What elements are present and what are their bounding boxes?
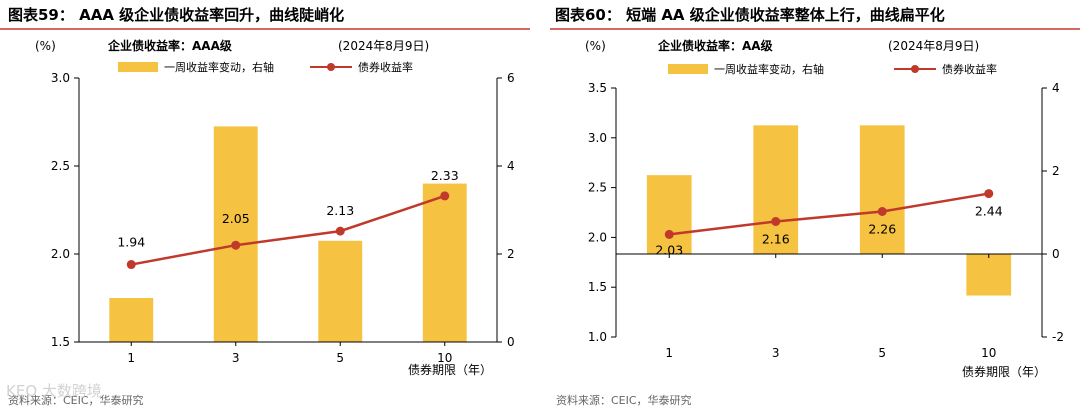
bar-3 (213, 126, 258, 343)
bar-5 (859, 125, 905, 254)
plot-area: 1.0 1.5 2.0 2.5 3.0 3.5 -2 0 2 4 1 3 5 10 2.03 2.16 2.26… (588, 81, 1064, 360)
x-tick-label: 5 (878, 346, 886, 360)
legend-line-label: 债券收益率 (942, 62, 997, 76)
figure-title: 图表59： AAA 级企业债收益率回升，曲线陡峭化 (8, 6, 344, 24)
data-label: 1.94 (117, 235, 145, 250)
x-axis-label: 债券期限（年） (408, 362, 492, 377)
left-tick-label: 2.0 (51, 247, 70, 261)
legend-bar-label: 一周收益率变动，右轴 (714, 62, 824, 76)
x-tick-label: 3 (772, 346, 780, 360)
x-tick-label: 10 (437, 351, 452, 365)
left-tick-label: 2.0 (588, 230, 607, 244)
legend-line-marker (911, 65, 919, 73)
right-tick-label: 0 (1052, 247, 1060, 261)
yield-line (131, 194, 446, 266)
left-tick-label: 2.5 (588, 181, 607, 195)
source-note: 资料来源：CEIC，华泰研究 (8, 393, 144, 407)
left-unit: (%) (35, 39, 56, 53)
legend-line-label: 债券收益率 (358, 60, 413, 74)
x-tick-label: 3 (232, 351, 240, 365)
bar-10 (422, 183, 467, 342)
plot-area: 1.5 2.0 2.5 3.0 0 2 4 6 1 3 5 10 1.94 2.05 2.13 2.33 (51, 71, 515, 365)
bar-1 (646, 175, 692, 254)
data-label: 2.13 (326, 203, 354, 218)
x-tick-label: 1 (127, 351, 135, 365)
right-tick-label: 4 (507, 159, 515, 173)
x-axis-label: 债券期限（年） (962, 364, 1046, 379)
yield-line (669, 192, 989, 236)
left-tick-label: 3.0 (588, 131, 607, 145)
bar-3 (753, 125, 799, 254)
legend-bar-swatch (118, 62, 158, 72)
yield-point-5 (335, 226, 345, 236)
source-note: 资料来源：CEIC，华泰研究 (556, 393, 692, 407)
right-tick-label: 2 (507, 247, 515, 261)
yield-point-1 (126, 260, 136, 270)
left-tick-label: 1.5 (51, 335, 70, 349)
left-unit: (%) (585, 39, 606, 53)
figure-title: 图表60： 短端 AA 级企业债收益率整体上行，曲线扁平化 (555, 6, 945, 24)
legend-line-marker (327, 63, 335, 71)
data-label: 2.44 (975, 204, 1003, 219)
yield-point-3 (771, 216, 781, 226)
chart-60: 图表60： 短端 AA 级企业债收益率整体上行，曲线扁平化 (%) 企业债收益率… (550, 6, 1080, 407)
data-label: 2.03 (655, 242, 683, 257)
chart-subtitle: 企业债收益率：AA级 (657, 38, 773, 53)
yield-point-5 (877, 207, 887, 217)
left-tick-label: 1.0 (588, 330, 607, 344)
left-tick-label: 1.5 (588, 280, 607, 294)
left-tick-label: 3.5 (588, 81, 607, 95)
watermark: KEO 大数跨境 (6, 382, 102, 400)
right-tick-label: -2 (1052, 330, 1064, 344)
x-tick-label: 1 (665, 346, 673, 360)
bar-10 (966, 254, 1012, 296)
left-tick-label: 2.5 (51, 159, 70, 173)
legend-bar-label: 一周收益率变动，右轴 (164, 60, 274, 74)
chart-59: 图表59： AAA 级企业债收益率回升，曲线陡峭化 (%) 企业债收益率：AAA… (0, 6, 530, 407)
right-tick-label: 6 (507, 71, 515, 85)
chart-subtitle: 企业债收益率：AAA级 (107, 38, 232, 53)
x-tick-label: 5 (336, 351, 344, 365)
right-tick-label: 2 (1052, 164, 1060, 178)
date-note: (2024年8月9日) (338, 39, 429, 53)
bar-5 (318, 240, 363, 342)
right-tick-label: 4 (1052, 81, 1060, 95)
date-note: (2024年8月9日) (888, 39, 979, 53)
yield-point-10 (440, 191, 450, 201)
data-label: 2.26 (868, 222, 896, 237)
left-tick-label: 3.0 (51, 71, 70, 85)
data-label: 2.16 (762, 231, 790, 246)
x-tick-label: 10 (981, 346, 996, 360)
data-label: 2.05 (222, 211, 250, 226)
data-label: 2.33 (431, 168, 459, 183)
right-tick-label: 0 (507, 335, 515, 349)
legend-bar-swatch (668, 64, 708, 74)
bar-1 (109, 298, 154, 342)
yield-point-3 (231, 240, 241, 250)
yield-point-1 (664, 229, 674, 239)
yield-point-10 (984, 189, 994, 199)
